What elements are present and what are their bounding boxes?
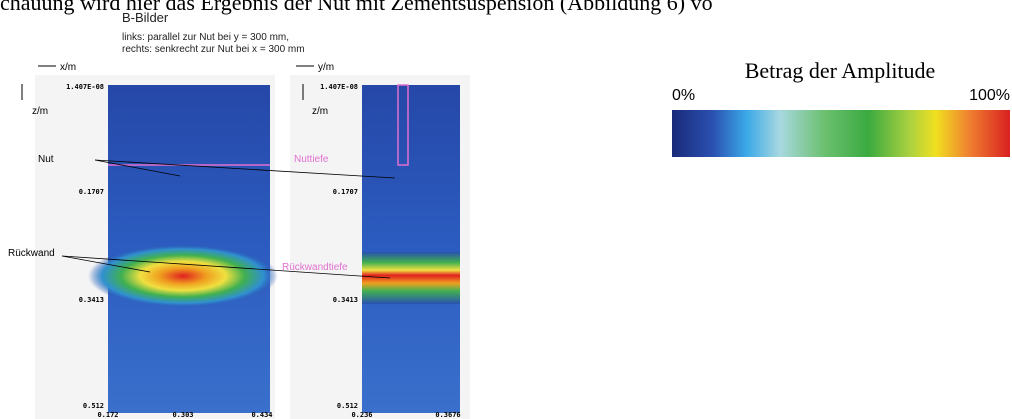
z-tick: 1.407E-08 [320,83,358,91]
z-axis-label: z/m [32,106,48,117]
colorbar [672,110,1010,157]
heatmap-blob [88,244,278,308]
figure-subtitle: links: parallel zur Nut bei y = 300 mm, [122,32,289,43]
x-tick: 0.172 [97,411,118,419]
z-tick: 0.1707 [79,188,104,196]
page: chauung wird hier das Ergebnis der Nut m… [0,0,1012,419]
figure-title: B-Bilder [122,10,169,25]
x-tick: 0.3676 [435,411,460,419]
colorbar-title: Betrag der Amplitude [745,58,936,83]
z-tick: 0.512 [83,402,104,410]
annotation: Nut [38,154,54,165]
z-tick: 0.3413 [333,296,358,304]
heatmap-band [362,252,460,304]
annotation: Nuttiefe [294,154,329,165]
x-axis-label: x/m [60,62,76,73]
z-tick: 0.1707 [333,188,358,196]
header-text: chauung wird hier das Ergebnis der Nut m… [0,0,713,15]
colorbar-min: 0% [672,87,695,104]
x-tick: 0.434 [251,411,272,419]
colorbar-max: 100% [969,87,1010,104]
z-axis-label: z/m [312,106,328,117]
x-axis-label: y/m [318,62,334,73]
z-tick: 0.512 [337,402,358,410]
annotation: Rückwand [8,248,55,259]
heatmap [362,85,460,413]
x-tick: 0.303 [172,411,193,419]
z-tick: 1.407E-08 [66,83,104,91]
figure-subtitle: rechts: senkrecht zur Nut bei x = 300 mm [122,44,305,55]
z-tick: 0.3413 [79,296,104,304]
x-tick: 0.236 [351,411,372,419]
